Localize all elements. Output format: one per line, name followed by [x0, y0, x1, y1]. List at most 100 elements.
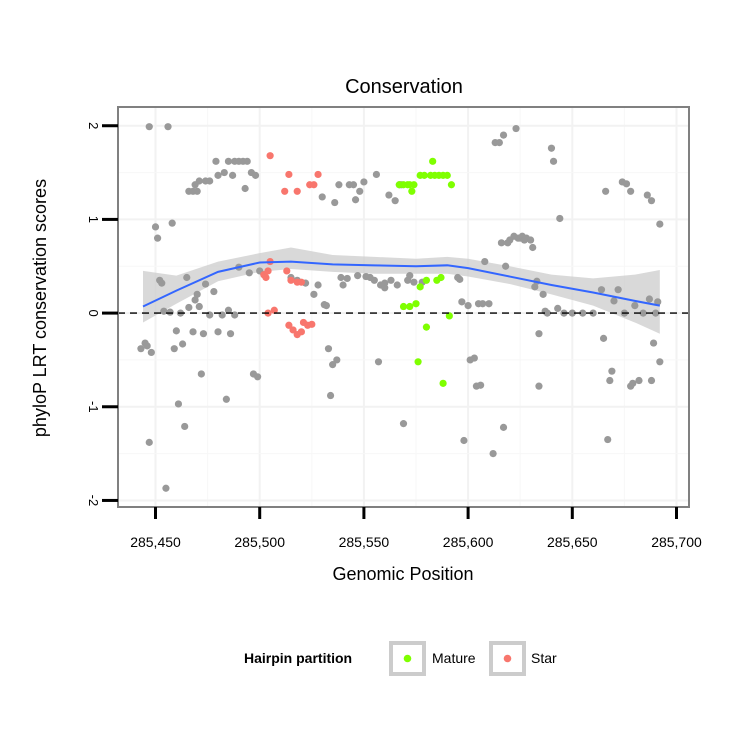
data-point — [495, 138, 503, 147]
data-point — [499, 131, 508, 139]
data-point — [406, 302, 414, 311]
data-point — [512, 124, 520, 133]
data-point — [645, 295, 654, 303]
data-point — [153, 234, 162, 242]
data-point — [458, 298, 466, 306]
data-point — [241, 184, 249, 193]
data-point — [168, 219, 176, 227]
data-point — [485, 300, 493, 308]
data-point — [502, 262, 510, 270]
data-point — [387, 276, 395, 284]
data-point — [160, 307, 168, 315]
data-point — [374, 358, 383, 366]
data-point — [554, 304, 562, 313]
data-point — [343, 274, 351, 283]
data-point — [243, 157, 251, 165]
data-point — [214, 171, 222, 179]
data-point — [147, 348, 155, 357]
x-tick-label: 285,550 — [339, 534, 390, 550]
chart-title: Conservation — [345, 76, 463, 98]
data-point — [158, 279, 166, 287]
data-point — [318, 193, 326, 201]
legend-title: Hairpin partition — [244, 650, 352, 666]
data-point — [193, 290, 201, 298]
legend-item-mature: Mature — [389, 641, 476, 676]
data-point — [410, 278, 418, 286]
data-point — [354, 272, 362, 280]
data-point — [391, 197, 399, 205]
data-point — [145, 123, 153, 131]
data-point — [460, 436, 468, 445]
data-point — [197, 370, 205, 378]
y-tick-label: 0 — [86, 309, 101, 316]
data-point — [314, 281, 322, 289]
data-point — [406, 272, 414, 280]
data-point — [477, 381, 485, 389]
data-point — [285, 170, 293, 179]
legend: Hairpin partition Mature Star — [244, 641, 557, 676]
data-point — [143, 342, 151, 350]
data-point — [497, 239, 506, 247]
data-point — [181, 422, 189, 431]
data-point — [220, 168, 228, 177]
legend-key-dot — [403, 654, 412, 663]
data-point — [643, 191, 651, 199]
data-point — [322, 301, 330, 310]
data-point — [599, 334, 608, 342]
data-point — [429, 157, 437, 165]
data-point — [226, 330, 235, 338]
data-point — [185, 303, 193, 312]
data-point — [162, 484, 170, 492]
data-point — [631, 301, 639, 310]
data-point — [656, 220, 664, 228]
legend-key-box — [489, 641, 526, 676]
data-point — [597, 286, 606, 294]
data-point — [289, 326, 297, 334]
data-point — [266, 152, 274, 160]
data-point — [549, 157, 558, 165]
smooth-trend-line — [142, 260, 661, 308]
data-point — [314, 170, 322, 179]
data-point — [627, 187, 635, 195]
data-point — [193, 187, 201, 195]
data-point — [297, 328, 305, 336]
data-point — [264, 267, 272, 275]
data-point — [539, 290, 547, 298]
data-point — [297, 278, 305, 286]
data-point — [145, 438, 153, 446]
data-point — [652, 309, 660, 317]
data-point — [370, 276, 378, 284]
data-point — [191, 296, 199, 304]
data-point — [622, 180, 631, 188]
y-axis-label: phyloP LRT conservation scores — [30, 179, 50, 437]
data-point — [308, 320, 316, 328]
data-point — [579, 309, 587, 317]
data-point — [589, 309, 597, 317]
data-point — [172, 327, 180, 335]
data-point — [310, 290, 318, 298]
data-point — [529, 243, 537, 252]
data-point — [195, 177, 203, 185]
data-point — [420, 171, 428, 179]
x-tick-label: 285,650 — [547, 534, 598, 550]
data-point — [445, 312, 453, 320]
data-point — [629, 379, 637, 387]
data-point — [439, 379, 447, 387]
data-point — [568, 309, 576, 317]
data-point — [195, 302, 203, 311]
data-point — [639, 309, 647, 317]
data-point — [164, 123, 172, 131]
data-point — [337, 273, 345, 282]
data-point — [535, 382, 543, 390]
data-point — [416, 283, 424, 291]
data-point — [324, 345, 333, 353]
data-point — [229, 171, 237, 179]
data-point — [422, 276, 431, 284]
data-point — [547, 144, 556, 152]
data-point — [470, 354, 478, 362]
legend-label: Star — [531, 650, 557, 666]
y-tick-label: 1 — [86, 216, 101, 223]
data-point — [170, 345, 178, 353]
data-point — [410, 181, 418, 189]
